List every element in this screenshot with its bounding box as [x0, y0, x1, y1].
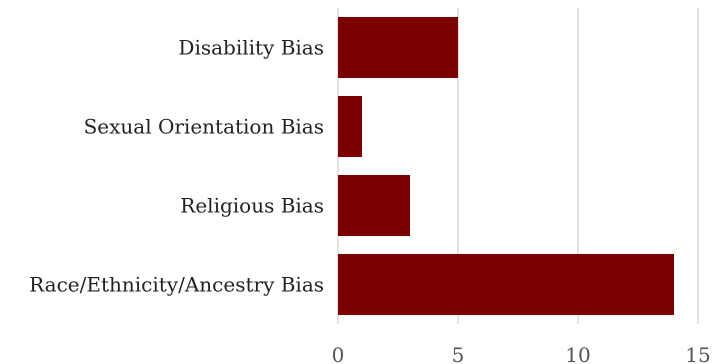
category-label: Religious Bias — [180, 194, 324, 218]
bar — [338, 175, 410, 236]
x-tick-label: 0 — [332, 343, 345, 364]
x-tick-label: 10 — [565, 343, 590, 364]
bar — [338, 17, 458, 78]
bar — [338, 254, 674, 315]
category-label: Disability Bias — [178, 36, 324, 60]
category-label: Race/Ethnicity/Ancestry Bias — [29, 273, 324, 297]
x-tick-label: 15 — [685, 343, 710, 364]
bars — [338, 17, 674, 315]
category-label: Sexual Orientation Bias — [84, 115, 324, 139]
x-axis-tick-labels: 0 5 10 15 — [332, 343, 711, 364]
x-tick-label: 5 — [452, 343, 465, 364]
bar — [338, 96, 362, 157]
category-labels: Disability Bias Sexual Orientation Bias Re… — [29, 36, 324, 297]
